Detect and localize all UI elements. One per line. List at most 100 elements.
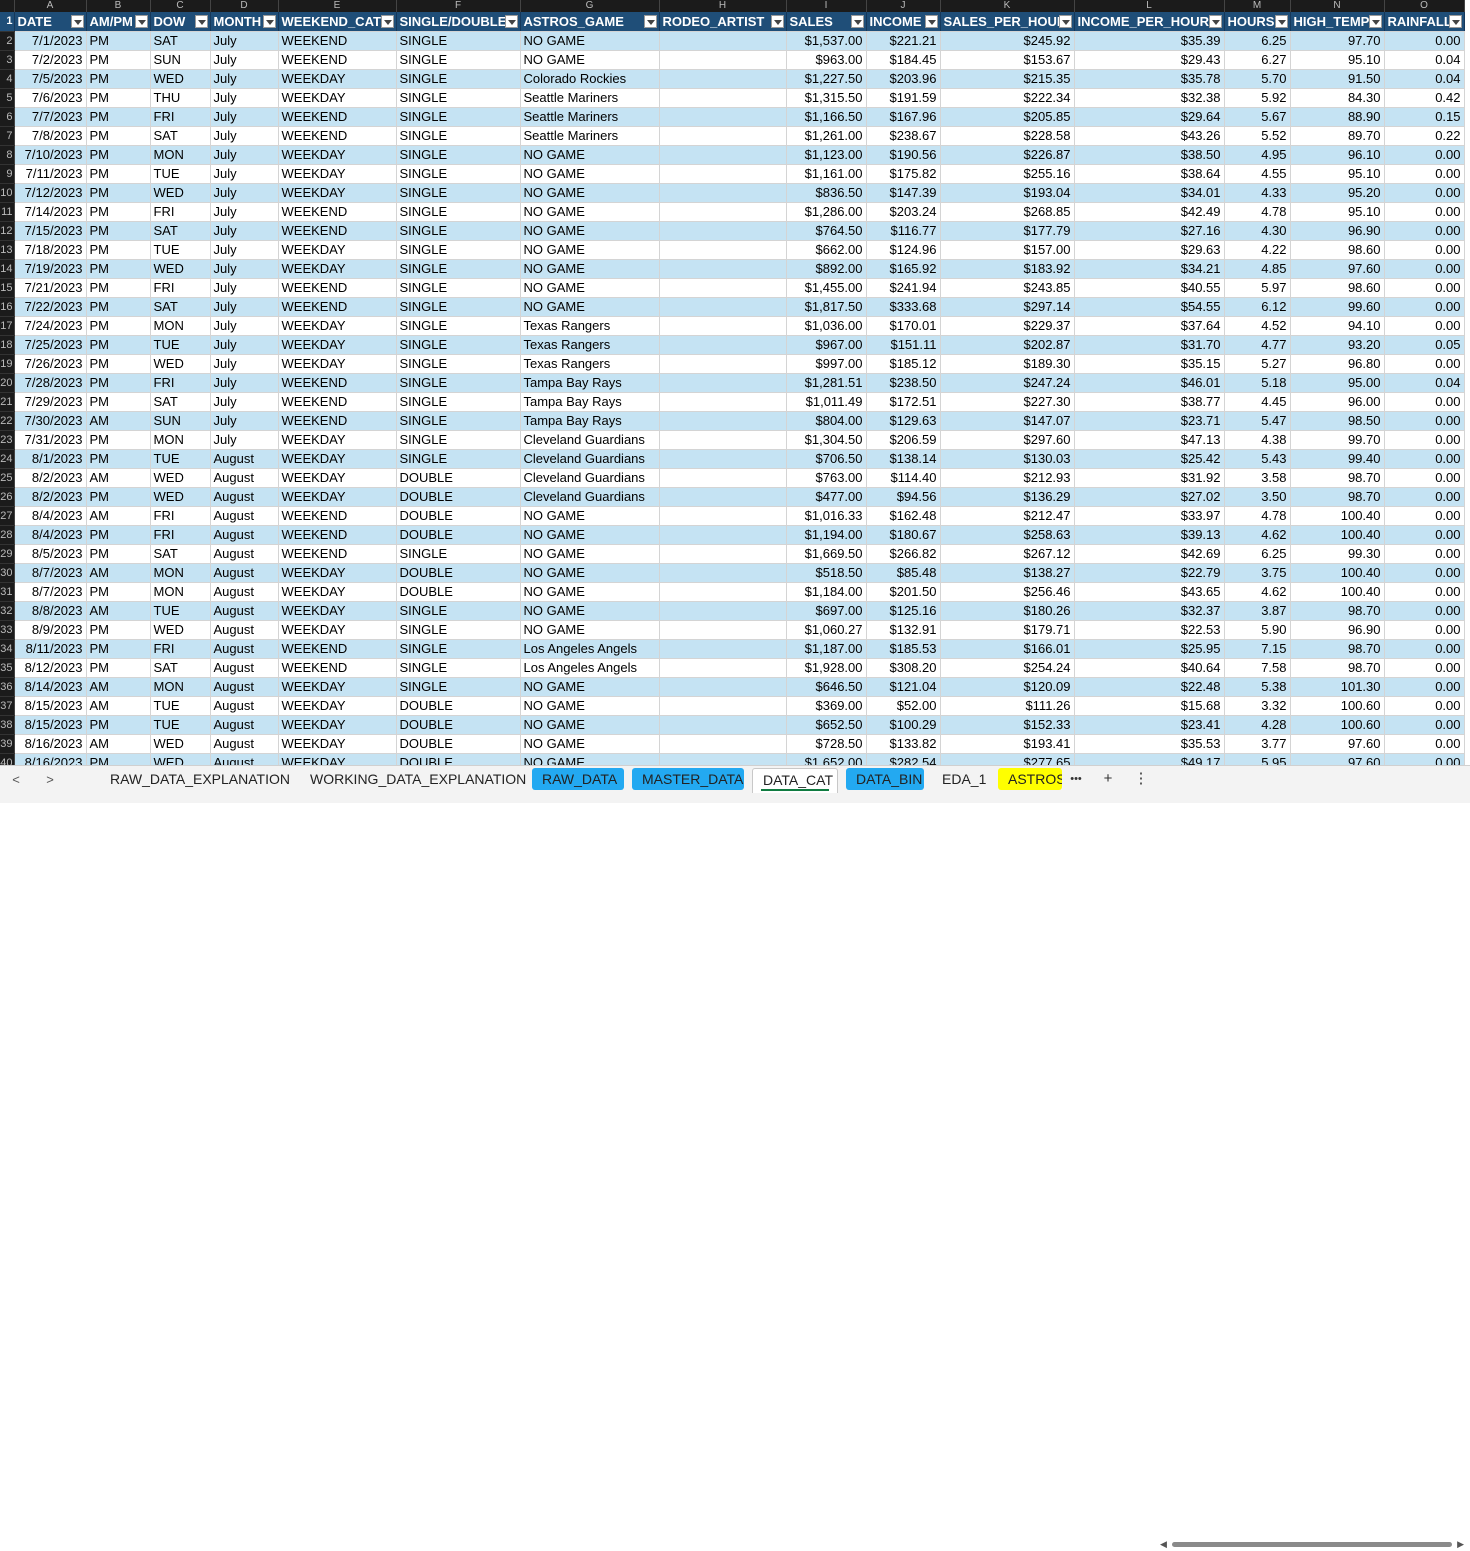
cell-date[interactable]: 7/2/2023	[14, 50, 87, 70]
scrollbar-thumb[interactable]	[1172, 1542, 1452, 1547]
cell-income[interactable]: $238.67	[866, 126, 941, 146]
cell-income-per-hour[interactable]: $22.53	[1074, 620, 1225, 640]
cell-high-temp[interactable]: 84.30	[1290, 88, 1385, 108]
cell-single-double[interactable]: SINGLE	[396, 278, 521, 298]
cell-sales-per-hour[interactable]: $212.47	[940, 506, 1075, 526]
cell-sales[interactable]: $1,286.00	[786, 202, 867, 222]
cell-income[interactable]: $221.21	[866, 31, 941, 51]
cell-sales-per-hour[interactable]: $153.67	[940, 50, 1075, 70]
cell-income[interactable]: $125.16	[866, 601, 941, 621]
cell-sales-per-hour[interactable]: $247.24	[940, 373, 1075, 393]
cell-rodeo-artist[interactable]	[659, 50, 787, 70]
row-number[interactable]: 13	[0, 240, 15, 260]
cell-month[interactable]: July	[210, 126, 279, 146]
scroll-right-icon[interactable]: ▶	[1457, 1539, 1464, 1549]
cell-dow[interactable]: FRI	[150, 373, 211, 393]
cell-sales[interactable]: $662.00	[786, 240, 867, 260]
cell-single-double[interactable]: SINGLE	[396, 88, 521, 108]
cell-month[interactable]: July	[210, 392, 279, 412]
row-number[interactable]: 2	[0, 31, 15, 51]
cell-sales-per-hour[interactable]: $180.26	[940, 601, 1075, 621]
cell-rodeo-artist[interactable]	[659, 544, 787, 564]
cell-astros-game[interactable]: NO GAME	[520, 582, 660, 602]
cell-hours[interactable]: 4.78	[1224, 202, 1291, 222]
row-number[interactable]: 5	[0, 88, 15, 108]
cell-high-temp[interactable]: 97.60	[1290, 259, 1385, 279]
row-number[interactable]: 6	[0, 107, 15, 127]
cell-hours[interactable]: 4.28	[1224, 715, 1291, 735]
cell-month[interactable]: August	[210, 601, 279, 621]
cell-rainfall[interactable]: 0.00	[1384, 259, 1465, 279]
cell-single-double[interactable]: SINGLE	[396, 335, 521, 355]
cell-dow[interactable]: WED	[150, 354, 211, 374]
cell-am-pm[interactable]: AM	[86, 411, 151, 431]
cell-single-double[interactable]: SINGLE	[396, 601, 521, 621]
filter-dropdown-icon[interactable]	[770, 15, 784, 28]
cell-am-pm[interactable]: AM	[86, 563, 151, 583]
column-letter-c[interactable]: C	[150, 0, 211, 12]
cell-dow[interactable]: SAT	[150, 544, 211, 564]
cell-date[interactable]: 7/28/2023	[14, 373, 87, 393]
cell-income[interactable]: $308.20	[866, 658, 941, 678]
cell-single-double[interactable]: SINGLE	[396, 31, 521, 51]
cell-sales-per-hour[interactable]: $212.93	[940, 468, 1075, 488]
cell-weekend-cat[interactable]: WEEKDAY	[278, 601, 397, 621]
cell-month[interactable]: July	[210, 430, 279, 450]
cell-income[interactable]: $114.40	[866, 468, 941, 488]
cell-sales-per-hour[interactable]: $215.35	[940, 69, 1075, 89]
cell-high-temp[interactable]: 100.60	[1290, 715, 1385, 735]
column-letter-m[interactable]: M	[1224, 0, 1291, 12]
cell-rainfall[interactable]: 0.00	[1384, 392, 1465, 412]
cell-sales[interactable]: $997.00	[786, 354, 867, 374]
cell-dow[interactable]: SAT	[150, 126, 211, 146]
cell-sales-per-hour[interactable]: $120.09	[940, 677, 1075, 697]
cell-high-temp[interactable]: 93.20	[1290, 335, 1385, 355]
cell-rainfall[interactable]: 0.04	[1384, 373, 1465, 393]
cell-rodeo-artist[interactable]	[659, 696, 787, 716]
cell-income-per-hour[interactable]: $38.50	[1074, 145, 1225, 165]
sheet-tab-eda-1[interactable]: EDA_1	[942, 771, 987, 787]
cell-sales[interactable]: $763.00	[786, 468, 867, 488]
column-header-rainfall[interactable]: RAINFALL	[1384, 12, 1465, 32]
cell-rainfall[interactable]: 0.15	[1384, 107, 1465, 127]
cell-rainfall[interactable]: 0.00	[1384, 734, 1465, 754]
cell-dow[interactable]: MON	[150, 145, 211, 165]
cell-am-pm[interactable]: PM	[86, 487, 151, 507]
cell-sales-per-hour[interactable]: $243.85	[940, 278, 1075, 298]
sheet-options-icon[interactable]: ⋮	[1133, 770, 1149, 787]
cell-high-temp[interactable]: 94.10	[1290, 316, 1385, 336]
cell-single-double[interactable]: SINGLE	[396, 202, 521, 222]
cell-astros-game[interactable]: Cleveland Guardians	[520, 468, 660, 488]
cell-sales-per-hour[interactable]: $166.01	[940, 639, 1075, 659]
cell-high-temp[interactable]: 100.40	[1290, 506, 1385, 526]
cell-rodeo-artist[interactable]	[659, 563, 787, 583]
cell-sales[interactable]: $1,123.00	[786, 145, 867, 165]
cell-single-double[interactable]: SINGLE	[396, 620, 521, 640]
sheet-tab-data-bin[interactable]: DATA_BIN	[846, 768, 924, 790]
cell-sales[interactable]: $1,261.00	[786, 126, 867, 146]
cell-income-per-hour[interactable]: $27.02	[1074, 487, 1225, 507]
cell-income[interactable]: $175.82	[866, 164, 941, 184]
cell-hours[interactable]: 5.38	[1224, 677, 1291, 697]
sheet-tab-working-data-explanation[interactable]: WORKING_DATA_EXPLANATION	[310, 771, 527, 787]
cell-date[interactable]: 7/30/2023	[14, 411, 87, 431]
cell-am-pm[interactable]: PM	[86, 297, 151, 317]
cell-sales-per-hour[interactable]: $229.37	[940, 316, 1075, 336]
cell-astros-game[interactable]: Cleveland Guardians	[520, 449, 660, 469]
cell-sales[interactable]: $836.50	[786, 183, 867, 203]
cell-single-double[interactable]: SINGLE	[396, 392, 521, 412]
cell-astros-game[interactable]: NO GAME	[520, 240, 660, 260]
cell-single-double[interactable]: SINGLE	[396, 145, 521, 165]
cell-astros-game[interactable]: NO GAME	[520, 50, 660, 70]
cell-income-per-hour[interactable]: $37.64	[1074, 316, 1225, 336]
row-number[interactable]: 26	[0, 487, 15, 507]
cell-rainfall[interactable]: 0.00	[1384, 164, 1465, 184]
cell-single-double[interactable]: SINGLE	[396, 411, 521, 431]
cell-single-double[interactable]: DOUBLE	[396, 563, 521, 583]
row-number[interactable]: 28	[0, 525, 15, 545]
cell-sales[interactable]: $764.50	[786, 221, 867, 241]
cell-dow[interactable]: WED	[150, 487, 211, 507]
cell-high-temp[interactable]: 95.10	[1290, 202, 1385, 222]
column-header-sales[interactable]: SALES	[786, 12, 867, 32]
cell-income-per-hour[interactable]: $43.65	[1074, 582, 1225, 602]
